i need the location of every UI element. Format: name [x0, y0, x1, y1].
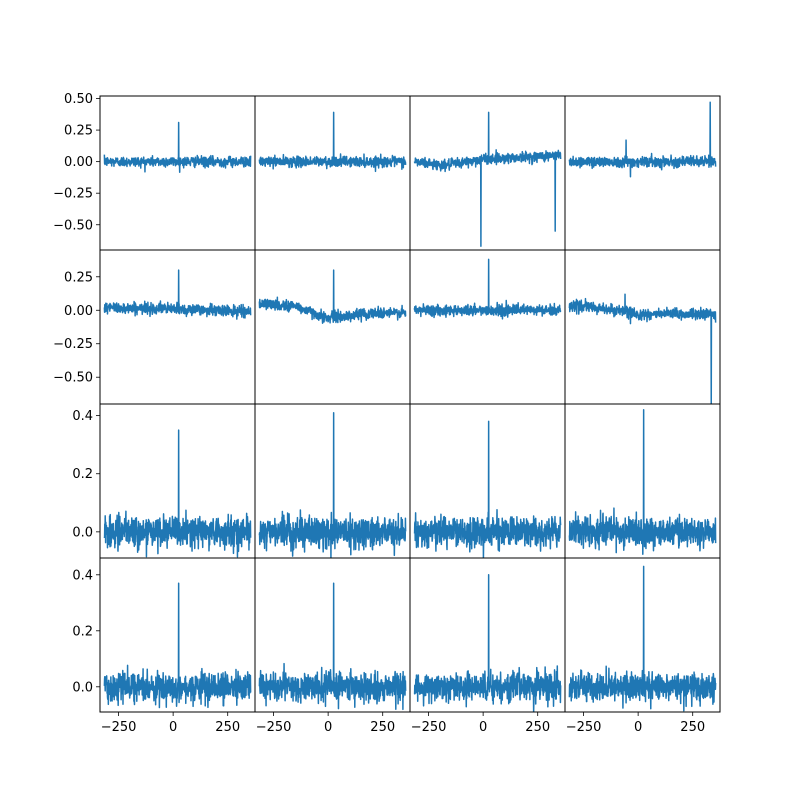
subplot-r3-c1: 0.0 0.2 0.4: [72, 403, 256, 559]
axes-frame: [254, 95, 411, 251]
series-line: [258, 269, 407, 324]
y-tick-label: 0.25: [64, 124, 93, 139]
y-tick-label: 0.00: [64, 155, 93, 170]
y-tick-label: 0.0: [72, 525, 93, 540]
subplot-r3-c4: [564, 403, 721, 559]
y-tick-label: −0.25: [53, 187, 93, 202]
subplot-r3-c3: [409, 403, 566, 559]
subplot-r1-c2: [254, 95, 411, 251]
subplot-r3-c2: [254, 403, 411, 559]
series-line: [103, 269, 252, 320]
series-line: [103, 121, 252, 173]
y-tick-label: 0.50: [64, 92, 93, 107]
x-tick-label: −250: [256, 720, 292, 735]
y-tick-label: −0.50: [53, 218, 93, 233]
axes-frame: [254, 249, 411, 405]
axes-frame: [99, 95, 256, 251]
x-tick-label: 250: [525, 720, 550, 735]
series-line: [413, 420, 562, 558]
subplot-r2-c4: [564, 249, 721, 405]
axes-frame: [564, 95, 721, 251]
axes-frame: [564, 557, 721, 713]
subplot-r1-c4: [564, 95, 721, 251]
x-tick-label: 0: [169, 720, 177, 735]
y-tick-label: −0.50: [53, 371, 93, 386]
subplot-r2-c1: −0.50 −0.25 0.00 0.25: [53, 249, 256, 405]
x-tick-label: −250: [101, 720, 137, 735]
subplot-r2-c3: [409, 249, 566, 405]
x-tick-label: 0: [479, 720, 487, 735]
y-tick-label: 0.4: [72, 568, 93, 583]
series-line: [258, 411, 407, 558]
x-tick-label: −250: [566, 720, 602, 735]
y-tick-label: 0.4: [72, 409, 93, 424]
y-tick-label: 0.25: [64, 270, 93, 285]
x-tick-label: 250: [215, 720, 240, 735]
axes-frame: [564, 249, 721, 405]
subplot-r4-c1: 0.0 0.2 0.4 −250 0 250: [72, 557, 256, 735]
series-line: [103, 429, 252, 558]
subplot-r4-c3: −250 0 250: [409, 557, 566, 735]
series-line: [103, 582, 252, 709]
subplot-r4-c4: −250 0 250: [564, 557, 721, 735]
subplot-r2-c2: [254, 249, 411, 405]
subplot-r1-c1: −0.50 −0.25 0.00 0.25 0.50: [53, 92, 256, 251]
axes-frame: [409, 95, 566, 251]
axes-frame: [409, 249, 566, 405]
y-tick-label: 0.2: [72, 467, 93, 482]
series-line: [568, 101, 717, 178]
y-tick-label: 0.0: [72, 680, 93, 695]
axes-frame: [99, 249, 256, 405]
subplot-r1-c3: [409, 95, 566, 251]
y-tick-label: 0.00: [64, 304, 93, 319]
series-line: [568, 293, 717, 404]
series-line: [413, 111, 562, 247]
subplot-r4-c2: −250 0 250: [254, 557, 411, 735]
series-line: [568, 409, 717, 555]
series-line: [258, 111, 407, 173]
x-tick-label: 0: [634, 720, 642, 735]
x-tick-label: 250: [370, 720, 395, 735]
series-line: [258, 582, 407, 711]
x-tick-label: 0: [324, 720, 332, 735]
x-tick-label: 250: [680, 720, 705, 735]
series-line: [413, 258, 562, 320]
x-tick-label: −250: [411, 720, 447, 735]
series-line: [568, 565, 717, 712]
y-tick-label: −0.25: [53, 337, 93, 352]
series-line: [413, 574, 562, 712]
y-tick-label: 0.2: [72, 624, 93, 639]
